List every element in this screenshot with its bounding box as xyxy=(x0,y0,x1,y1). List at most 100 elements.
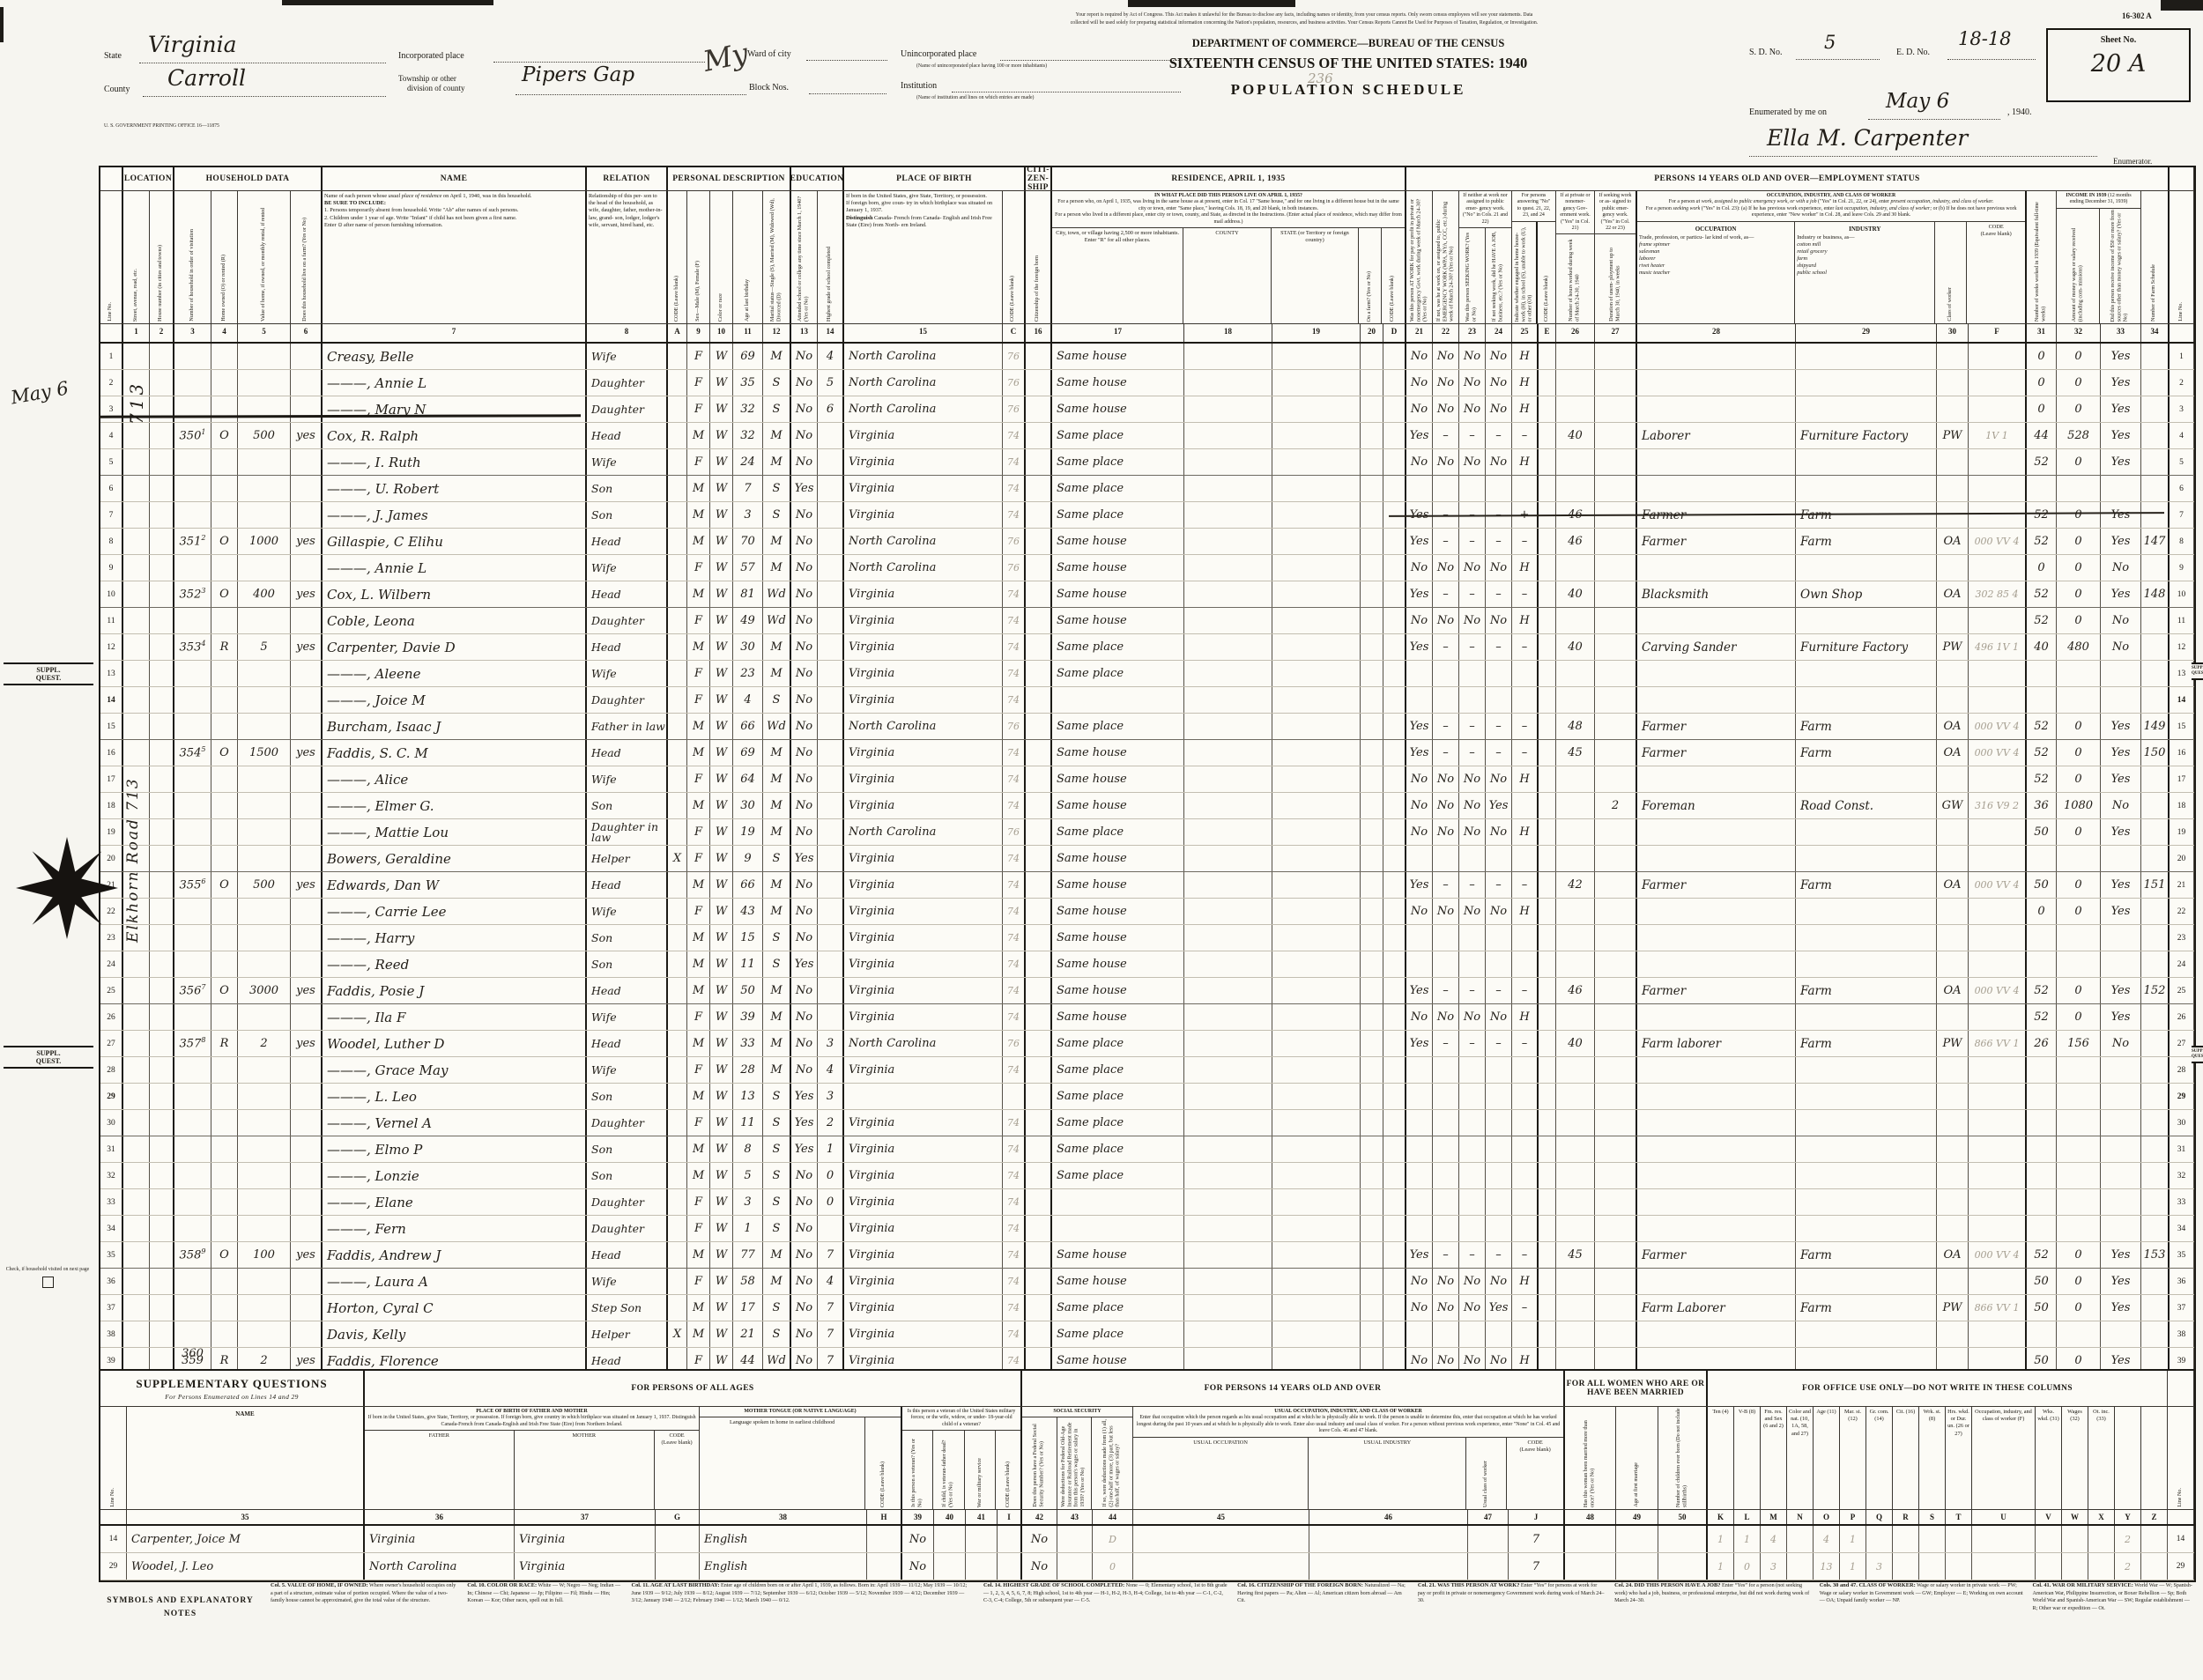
cell-cC: 74 xyxy=(1003,872,1026,898)
cell-race: W xyxy=(710,423,733,448)
cell-w22 xyxy=(1433,1057,1459,1083)
col-head-ind: INDUSTRY Industry or business, as— cotton … xyxy=(1795,221,1936,323)
cell-cF: 866 VV 1 xyxy=(1969,1295,2027,1321)
cell-own: R xyxy=(211,634,238,660)
col-head-cA: CODE (Leave blank) xyxy=(668,191,687,323)
cell-race: W xyxy=(710,1031,733,1056)
col-number-s42: 42 xyxy=(1022,1510,1057,1524)
cell-sex: M xyxy=(687,1084,710,1109)
cell-w22: No xyxy=(1433,344,1459,369)
cell-dur xyxy=(1595,1348,1637,1373)
col-number-oO: O xyxy=(1814,1510,1840,1524)
cell-name: ———, Lonzie xyxy=(323,1163,587,1188)
cell-w22 xyxy=(1433,1084,1459,1109)
cell-age: 4 xyxy=(733,687,763,713)
cell-hrs: 48 xyxy=(1556,714,1595,739)
cell-cF xyxy=(1969,1216,2027,1241)
cell-name: Faddis, Florence xyxy=(323,1348,587,1373)
cell-s44: D xyxy=(1093,1526,1133,1552)
cell-w23 xyxy=(1459,1216,1486,1241)
cell-f35 xyxy=(1361,1321,1383,1347)
cell-f35 xyxy=(1361,1295,1383,1321)
cell-w23 xyxy=(1459,1110,1486,1136)
cell-oV xyxy=(2036,1553,2062,1580)
col-head-v39: Is this person a veteran? (Yes or No) xyxy=(902,1431,934,1509)
cell-oP: 1 xyxy=(1840,1553,1866,1580)
cell-cA xyxy=(668,687,687,713)
cell-w21 xyxy=(1406,687,1433,713)
cell-house xyxy=(150,1242,174,1268)
cell-sex: M xyxy=(687,476,710,501)
cell-cF xyxy=(1969,1004,2027,1030)
cell-ind: Farm xyxy=(1796,1031,1937,1056)
cell-cD xyxy=(1383,1110,1406,1136)
cell-oth: Yes xyxy=(2101,978,2141,1003)
cell-wag xyxy=(2057,1136,2101,1162)
cell-pob: Virginia xyxy=(844,978,1003,1003)
cell-rel: Head xyxy=(587,529,668,554)
col-head-oM: Fm. res. and Sex (6 and 2) xyxy=(1761,1407,1787,1509)
cell-farm xyxy=(291,370,323,396)
cell-hh xyxy=(174,1269,211,1294)
cell-w25: H xyxy=(1512,766,1539,792)
cell-sch: No xyxy=(791,1189,818,1215)
cell-pob: Virginia xyxy=(844,1269,1003,1294)
cell-hh: 3578 xyxy=(174,1031,211,1056)
cell-street xyxy=(123,344,150,369)
county-label: County xyxy=(104,85,130,94)
cell-wag: 0 xyxy=(2057,740,2101,766)
cell-age: 58 xyxy=(733,1269,763,1294)
cell-pob: North Carolina xyxy=(844,396,1003,422)
ed-label: E. D. No. xyxy=(1896,48,1931,57)
cell-sname: Carpenter, Joice M xyxy=(127,1526,365,1552)
cell-wag: 156 xyxy=(2057,1031,2101,1056)
cell-name: ———, L. Leo xyxy=(323,1084,587,1109)
cell-house xyxy=(150,476,174,501)
cell-w22: No xyxy=(1433,793,1459,818)
cell-street xyxy=(123,1348,150,1373)
cell-occ: Laborer xyxy=(1637,423,1796,448)
cell-house xyxy=(150,819,174,845)
cell-lnR: 7 xyxy=(2170,502,2194,528)
cell-hh xyxy=(174,1321,211,1347)
cell-hrs xyxy=(1556,899,1595,924)
cell-val xyxy=(238,846,291,871)
col-number-pob: 15 xyxy=(844,324,1003,342)
cell-name: Creasy, Belle xyxy=(323,344,587,369)
cell-cls xyxy=(1937,925,1969,951)
cell-cF xyxy=(1969,1084,2027,1109)
col-head-text: Duration of unem- ployment up to March 3… xyxy=(1608,248,1621,322)
county-blank xyxy=(143,95,386,97)
cell-name: ———, Fern xyxy=(323,1216,587,1241)
cell-w22: No xyxy=(1433,370,1459,396)
cell-cH xyxy=(867,1526,902,1552)
cell-wag: 0 xyxy=(2057,344,2101,369)
table-row: 20 Bowers, Geraldine Helper X F W 9 S Yes Virgini… xyxy=(100,846,2194,872)
cell-w24 xyxy=(1486,925,1512,951)
group-PERSONS 14 YEARS OLD AND OVER—EMPLOYMENT STATUS: PERSONS 14 YEARS OLD AND OVER—EMPLOYMENT… xyxy=(1406,167,2170,190)
cell-w25 xyxy=(1512,476,1539,501)
cell-sex: F xyxy=(687,1110,710,1136)
col-number-u46: 46 xyxy=(1309,1510,1468,1524)
cell-w25: – xyxy=(1512,581,1539,607)
cell-lnL: 15 xyxy=(100,714,123,739)
cell-wag: 0 xyxy=(2057,714,2101,739)
cell-fs xyxy=(2141,1348,2170,1373)
group-LOCATION: LOCATION xyxy=(123,167,174,190)
cell-own: O xyxy=(211,529,238,554)
cell-oQ: 3 xyxy=(1866,1553,1893,1580)
cell-cD xyxy=(1383,1004,1406,1030)
cell-fs xyxy=(2141,608,2170,633)
cell-w25 xyxy=(1512,1110,1539,1136)
cell-wag xyxy=(2057,1110,2101,1136)
col-head-oZ xyxy=(2141,1407,2168,1509)
cell-own xyxy=(211,1295,238,1321)
cell-house xyxy=(150,1348,174,1373)
cell-wks xyxy=(2027,925,2057,951)
cell-ind: Furniture Factory xyxy=(1796,634,1937,660)
cell-race: W xyxy=(710,846,733,871)
cell-occ xyxy=(1637,1321,1796,1347)
cell-street xyxy=(123,370,150,396)
col-head-st: STATE (or Territory or foreign country) xyxy=(1272,227,1360,323)
cell-dur xyxy=(1595,1242,1637,1268)
